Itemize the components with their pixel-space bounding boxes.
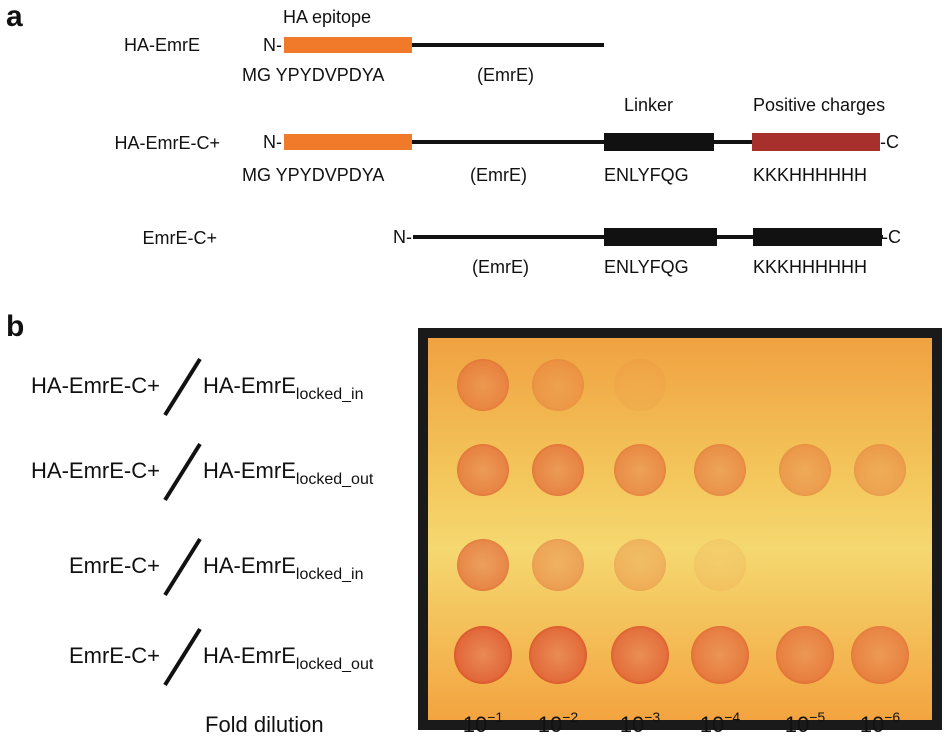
charge-seq: KKKHHHHHH [753,165,867,185]
charge-box [753,228,882,246]
panel-label: b [6,310,24,343]
construct-name: HA-EmrE-C+ [114,133,220,153]
row-right-label: HA-EmrElocked_in [203,553,364,583]
spot [532,539,584,591]
dilution-label: 10−2 [538,709,579,737]
epitope-box [284,134,412,150]
charge-box [752,133,880,151]
spot [457,444,509,496]
spot [454,626,512,684]
dilution-labels: 10−1 10−2 10−3 10−4 10−5 10−6 [463,709,901,737]
c-terminus: -C [880,132,899,152]
spot [614,444,666,496]
spot [614,539,666,591]
spot [691,626,749,684]
linker-box [604,133,714,151]
linker-box [604,228,717,246]
row-left-label: HA-EmrE-C+ [31,458,160,483]
charge-title: Positive charges [753,95,885,115]
row-left-label: EmrE-C+ [69,643,160,668]
dilution-label: 10−6 [860,709,901,737]
spot [776,626,834,684]
base: 10 [463,712,487,737]
dilution-label: 10−3 [620,709,661,737]
c-terminus: -C [882,227,901,247]
dilution-label: 10−5 [785,709,826,737]
subscript: locked_in [296,386,364,403]
exponent: −4 [724,709,740,725]
epitope-box [284,37,412,53]
spot [457,539,509,591]
linker-title: Linker [624,95,673,115]
axis-label: Fold dilution [205,712,324,737]
spot [614,359,666,411]
slash [163,357,202,417]
construct: HA-EmrE [203,643,296,668]
exponent: −6 [884,709,900,725]
exponent: −3 [644,709,660,725]
subscript: locked_in [296,566,364,583]
core-label: (EmrE) [477,65,534,85]
spot [851,626,909,684]
construct-name: HA-EmrE [124,35,200,55]
spot [529,626,587,684]
core-label: (EmrE) [472,257,529,277]
row-right-label: HA-EmrElocked_out [203,643,374,673]
row-left-label: EmrE-C+ [69,553,160,578]
construct: HA-EmrE [203,458,296,483]
linker-seq: ENLYFQG [604,257,689,277]
spot [854,444,906,496]
linker-seq: ENLYFQG [604,165,689,185]
charge-seq: KKKHHHHHH [753,257,867,277]
dilution-label: 10−4 [700,709,741,737]
subscript: locked_out [296,471,374,488]
slash [163,537,202,597]
epitope-seq: MG YPYDVPDYA [242,165,384,185]
spot [611,626,669,684]
epitope-seq: MG YPYDVPDYA [242,65,384,85]
spot [694,539,746,591]
dilution-label: 10−1 [463,709,504,737]
construct-name: EmrE-C+ [142,228,217,248]
slash [163,442,202,502]
epitope-title: HA epitope [283,7,371,27]
n-terminus: N- [263,35,282,55]
n-terminus: N- [263,132,282,152]
construct: HA-EmrE [203,553,296,578]
exponent: −1 [487,709,503,725]
core-label: (EmrE) [470,165,527,185]
spot [532,359,584,411]
exponent: −5 [809,709,825,725]
base: 10 [860,712,884,737]
spot [779,444,831,496]
panel-a: a HA-EmrE HA epitope N- MG YPYDVPDYA (Em… [6,0,901,277]
spots [454,359,909,684]
n-terminus: N- [393,227,412,247]
base: 10 [538,712,562,737]
construct: HA-EmrE [203,373,296,398]
row-right-label: HA-EmrElocked_in [203,373,364,403]
base: 10 [620,712,644,737]
row-right-label: HA-EmrElocked_out [203,458,374,488]
base: 10 [785,712,809,737]
spot [694,444,746,496]
subscript: locked_out [296,656,374,673]
spot [457,359,509,411]
panel-label: a [6,0,23,33]
exponent: −2 [562,709,578,725]
row-left-label: HA-EmrE-C+ [31,373,160,398]
spot [532,444,584,496]
slash [163,627,202,687]
base: 10 [700,712,724,737]
